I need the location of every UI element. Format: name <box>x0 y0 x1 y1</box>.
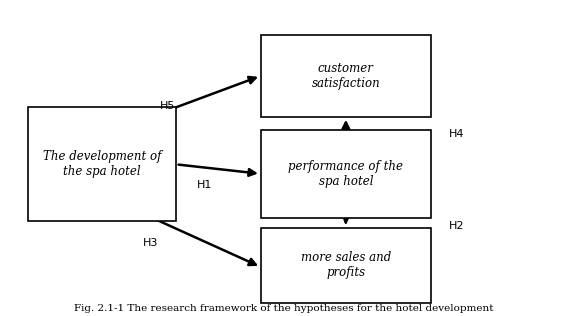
Text: customer
satisfaction: customer satisfaction <box>311 62 380 90</box>
Text: H2: H2 <box>448 221 464 231</box>
Text: Fig. 2.1-1 The research framework of the hypotheses for the hotel development: Fig. 2.1-1 The research framework of the… <box>74 304 493 313</box>
Text: H1: H1 <box>196 180 212 190</box>
FancyBboxPatch shape <box>261 130 431 218</box>
Text: H3: H3 <box>142 238 158 248</box>
Text: more sales and
profits: more sales and profits <box>301 252 391 279</box>
Text: performance of the
spa hotel: performance of the spa hotel <box>289 160 403 188</box>
FancyBboxPatch shape <box>261 228 431 303</box>
FancyBboxPatch shape <box>261 35 431 117</box>
Text: H4: H4 <box>448 129 464 139</box>
Text: H5: H5 <box>159 101 175 111</box>
FancyBboxPatch shape <box>28 107 176 221</box>
Text: The development of
the spa hotel: The development of the spa hotel <box>43 150 161 178</box>
